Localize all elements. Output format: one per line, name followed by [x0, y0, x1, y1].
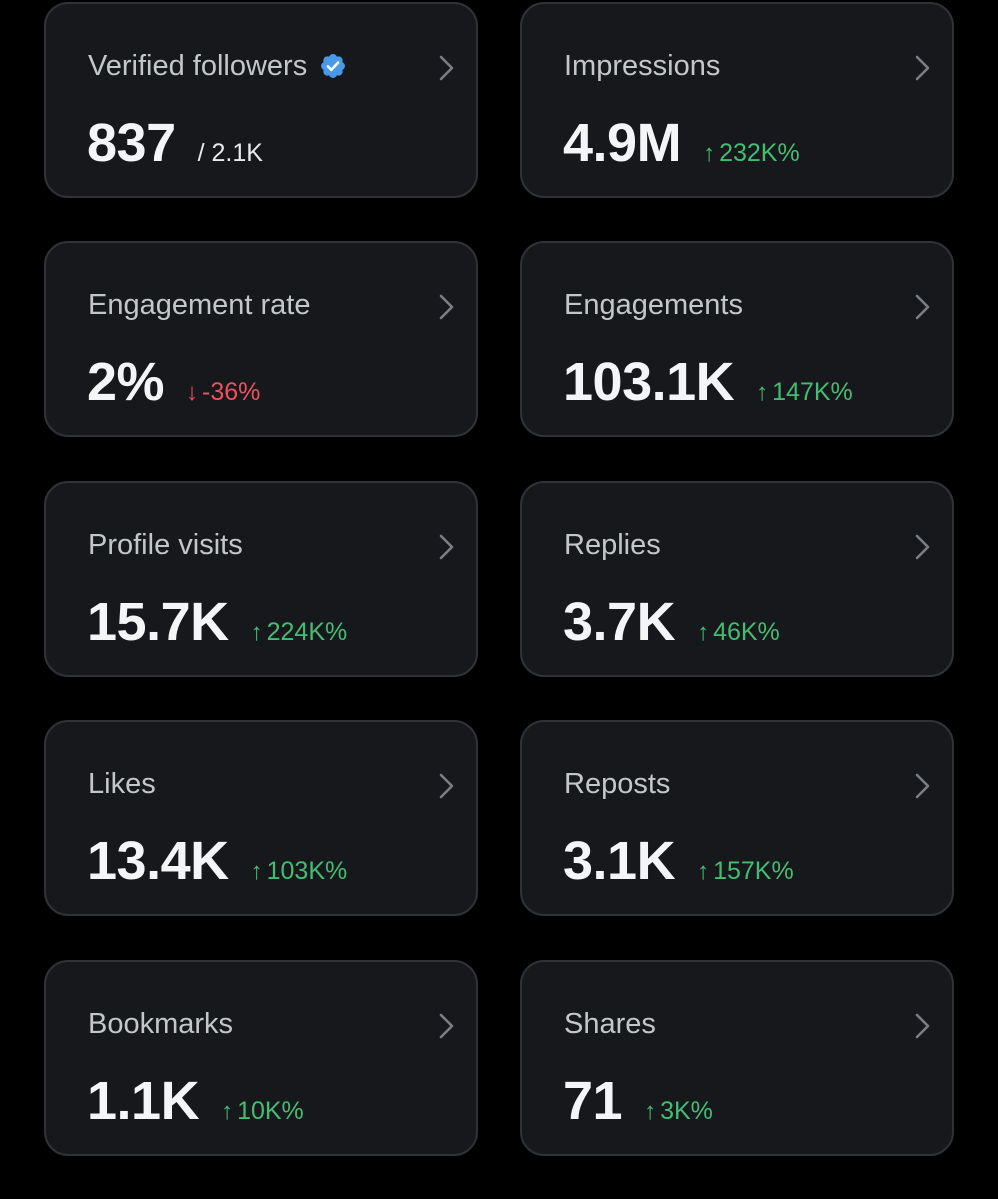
card-title: Shares [564, 1008, 656, 1040]
metric-delta-text: 232K% [719, 139, 800, 167]
verified-badge-icon [321, 54, 346, 78]
card-bookmarks[interactable]: Bookmarks 1.1K ↑ 10K% [44, 960, 478, 1156]
metric-row: 2% ↓ -36% [87, 350, 260, 414]
card-title: Profile visits [88, 529, 243, 561]
metric-delta: ↑ 224K% [251, 618, 348, 647]
metric-delta: ↑ 147K% [756, 378, 853, 407]
metric-value: 2% [87, 352, 165, 412]
metric-value: 1.1K [87, 1071, 200, 1131]
metric-value: 103.1K [563, 352, 735, 412]
metric-delta-text: 224K% [266, 618, 348, 646]
metric-delta-text: 10K% [237, 1097, 304, 1125]
card-title: Replies [564, 529, 661, 561]
card-profile-visits[interactable]: Profile visits 15.7K ↑ 224K% [44, 481, 478, 677]
chevron-right-icon [915, 55, 930, 81]
metric-delta: ↑ 157K% [697, 857, 794, 886]
arrow-up-icon: ↑ [697, 619, 710, 646]
metric-row: 15.7K ↑ 224K% [87, 590, 347, 654]
arrow-up-icon: ↑ [703, 140, 716, 167]
chevron-right-icon [439, 534, 454, 560]
arrow-up-icon: ↑ [756, 379, 769, 406]
chevron-right-icon [439, 294, 454, 320]
metric-delta: ↑ 46K% [697, 618, 780, 647]
metric-value: 15.7K [87, 592, 229, 652]
arrow-up-icon: ↑ [250, 619, 263, 646]
card-title-text: Verified followers [88, 50, 308, 82]
metric-value: 3.7K [563, 592, 676, 652]
card-title: Bookmarks [88, 1008, 234, 1040]
card-shares[interactable]: Shares 71 ↑ 3K% [520, 960, 954, 1156]
arrow-down-icon: ↓ [186, 379, 199, 406]
arrow-up-icon: ↑ [250, 858, 263, 885]
metric-row: 13.4K ↑ 103K% [87, 829, 347, 893]
card-title: Engagement rate [88, 289, 311, 321]
card-title: Likes [88, 768, 156, 800]
card-reposts[interactable]: Reposts 3.1K ↑ 157K% [520, 720, 954, 916]
metric-row: 1.1K ↑ 10K% [87, 1069, 304, 1133]
metric-value: 837 [87, 113, 176, 173]
card-verified-followers[interactable]: Verified followers 837 / 2.1K [44, 2, 478, 198]
metric-total: / 2.1K [197, 139, 263, 167]
metric-value: 4.9M [563, 113, 682, 173]
chevron-right-icon [915, 1013, 930, 1039]
chevron-right-icon [915, 534, 930, 560]
chevron-right-icon [439, 1013, 454, 1039]
arrow-up-icon: ↑ [221, 1098, 234, 1125]
card-title: Engagements [564, 289, 743, 321]
card-replies[interactable]: Replies 3.7K ↑ 46K% [520, 481, 954, 677]
metric-delta: ↓ -36% [186, 378, 260, 407]
arrow-up-icon: ↑ [697, 858, 710, 885]
card-engagements[interactable]: Engagements 103.1K ↑ 147K% [520, 241, 954, 437]
card-title: Verified followers [88, 48, 347, 84]
metric-delta-text: 3K% [660, 1097, 713, 1125]
metric-delta: ↑ 103K% [251, 857, 348, 886]
metric-delta: ↑ 3K% [644, 1097, 713, 1126]
metric-delta: ↑ 10K% [221, 1097, 304, 1126]
arrow-up-icon: ↑ [644, 1098, 657, 1125]
metric-delta-text: 46K% [713, 618, 780, 646]
metric-delta-text: 147K% [772, 378, 853, 406]
chevron-right-icon [915, 294, 930, 320]
chevron-right-icon [915, 773, 930, 799]
metric-row: 103.1K ↑ 147K% [563, 350, 853, 414]
metric-delta-text: 103K% [266, 857, 348, 885]
metric-row: 71 ↑ 3K% [563, 1069, 713, 1133]
metric-delta-text: 157K% [713, 857, 794, 885]
metric-delta: ↑ 232K% [703, 139, 800, 168]
metric-row: 837 / 2.1K [87, 111, 263, 175]
card-engagement-rate[interactable]: Engagement rate 2% ↓ -36% [44, 241, 478, 437]
metric-row: 4.9M ↑ 232K% [563, 111, 800, 175]
metric-delta-text: -36% [202, 378, 261, 406]
card-impressions[interactable]: Impressions 4.9M ↑ 232K% [520, 2, 954, 198]
card-title: Reposts [564, 768, 671, 800]
metric-value: 13.4K [87, 831, 229, 891]
metric-row: 3.1K ↑ 157K% [563, 829, 794, 893]
card-title: Impressions [564, 50, 721, 82]
metric-row: 3.7K ↑ 46K% [563, 590, 780, 654]
chevron-right-icon [439, 55, 454, 81]
metric-value: 3.1K [563, 831, 676, 891]
card-likes[interactable]: Likes 13.4K ↑ 103K% [44, 720, 478, 916]
chevron-right-icon [439, 773, 454, 799]
metric-value: 71 [563, 1071, 623, 1131]
